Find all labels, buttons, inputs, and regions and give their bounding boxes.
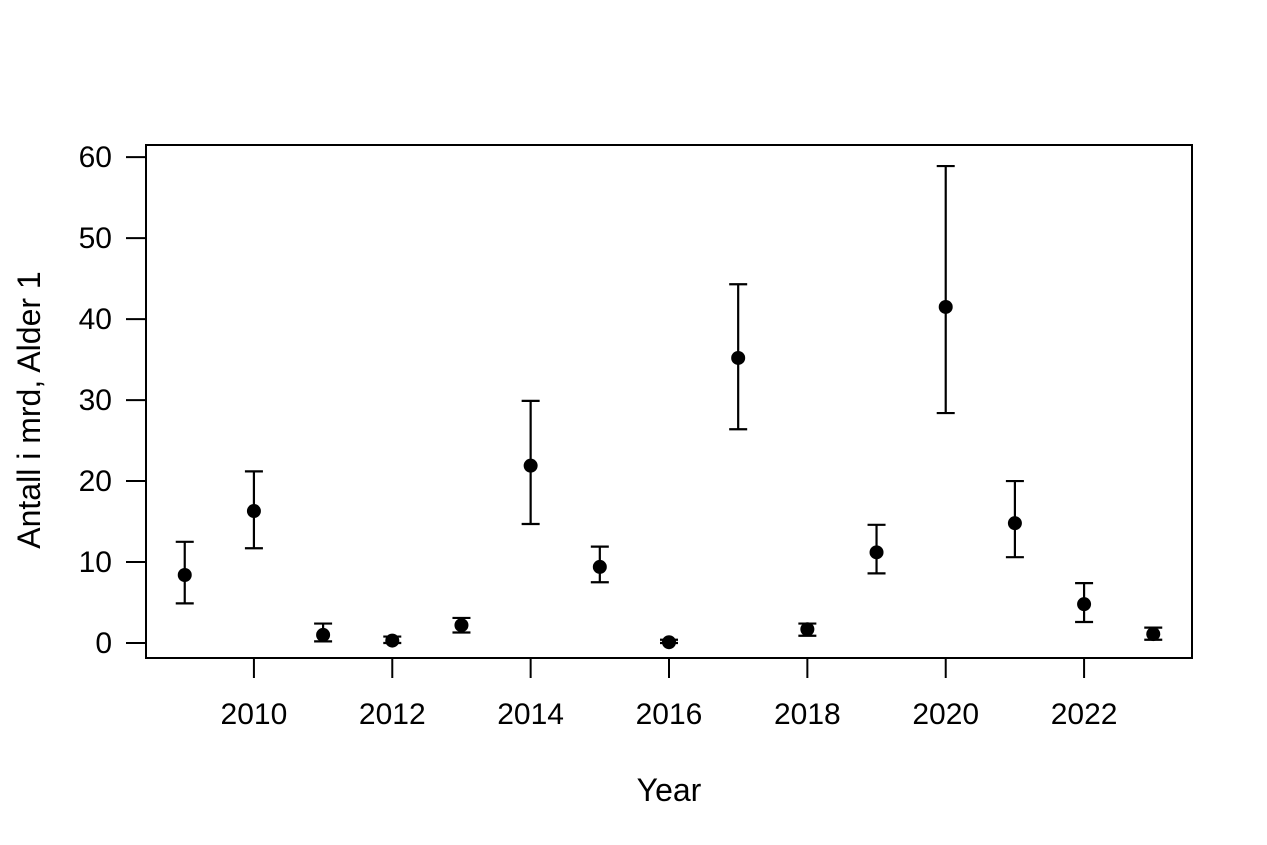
point-marker — [1007, 516, 1022, 531]
x-tick-label: 2012 — [359, 698, 426, 731]
data-point-2020 — [936, 164, 955, 415]
point-marker — [177, 567, 192, 582]
y-tick-label: 20 — [79, 465, 112, 498]
point-marker — [385, 633, 400, 648]
y-tick-label: 0 — [95, 627, 112, 660]
y-axis-ticks: 0 10 20 30 40 50 60 — [79, 141, 146, 660]
data-point-2019 — [867, 523, 886, 575]
data-series — [175, 164, 1163, 650]
point-marker — [246, 504, 261, 519]
data-point-2023 — [1144, 626, 1163, 642]
data-point-2011 — [314, 622, 333, 643]
data-point-2009 — [175, 540, 194, 605]
data-point-2012 — [383, 633, 402, 648]
x-axis-ticks: 2010 2012 2014 2016 2018 2020 2022 — [221, 658, 1118, 731]
y-tick-label: 30 — [79, 384, 112, 417]
y-tick-label: 40 — [79, 303, 112, 336]
x-tick-label: 2022 — [1051, 698, 1118, 731]
point-marker — [938, 299, 953, 314]
data-point-2013 — [452, 616, 471, 634]
data-point-2018 — [798, 622, 817, 637]
point-marker — [523, 458, 538, 473]
x-tick-label: 2010 — [221, 698, 288, 731]
point-marker — [592, 559, 607, 574]
x-axis-title: Year — [637, 772, 702, 808]
plot-area — [145, 144, 1193, 659]
data-point-2015 — [590, 545, 609, 584]
y-axis-title: Antall i mrd, Alder 1 — [11, 271, 47, 548]
point-marker — [454, 618, 469, 633]
y-tick-label: 10 — [79, 546, 112, 579]
point-marker — [316, 627, 331, 642]
y-tick-label: 60 — [79, 141, 112, 174]
data-point-2022 — [1075, 581, 1094, 624]
data-point-2021 — [1005, 479, 1024, 559]
data-point-2017 — [729, 283, 748, 431]
point-marker — [869, 545, 884, 560]
point-marker — [1146, 627, 1161, 642]
x-tick-label: 2014 — [497, 698, 564, 731]
x-tick-label: 2016 — [636, 698, 703, 731]
point-marker — [800, 622, 815, 637]
x-tick-label: 2018 — [774, 698, 841, 731]
x-tick-label: 2020 — [912, 698, 979, 731]
data-point-2010 — [244, 470, 263, 550]
data-point-2016 — [660, 635, 678, 650]
data-point-2014 — [521, 399, 540, 526]
point-marker — [1077, 597, 1092, 612]
point-marker — [662, 635, 676, 650]
point-marker — [731, 350, 746, 365]
y-tick-label: 50 — [79, 222, 112, 255]
